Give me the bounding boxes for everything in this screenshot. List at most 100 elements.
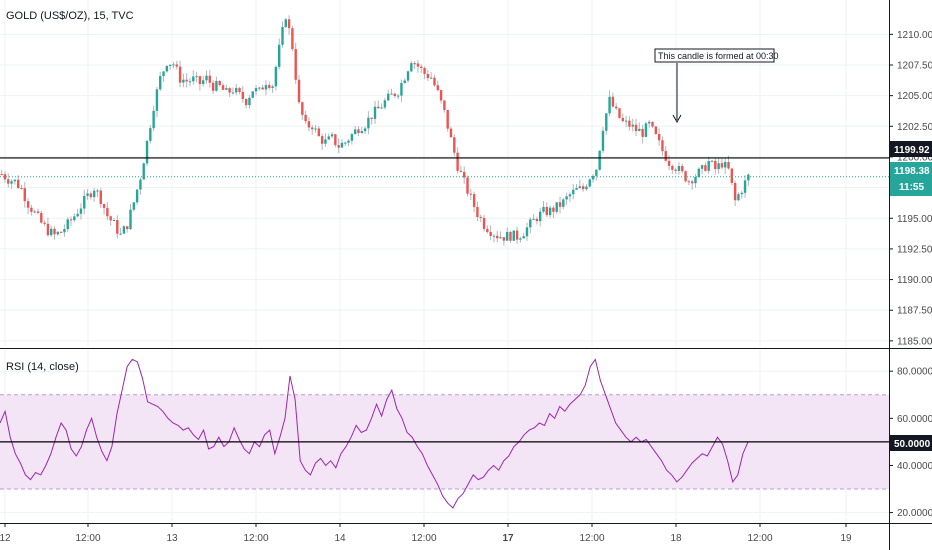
candle-body (505, 231, 509, 241)
candle-body (515, 230, 519, 240)
candle-body (373, 106, 377, 119)
candle-body (621, 117, 624, 122)
candle-body (743, 180, 747, 193)
candle-body (532, 218, 535, 220)
candle-body (654, 126, 658, 135)
candle-body (139, 179, 142, 190)
candle-body (238, 88, 241, 92)
candle-body (109, 216, 112, 221)
candle-body (466, 177, 469, 194)
time-tick-label: 18 (670, 533, 682, 544)
candle-body (211, 82, 215, 91)
candle-body (588, 179, 591, 187)
time-axis[interactable]: 12 12:00 13 12:00 14 12:00 17 12:00 18 12:00 19 (0, 523, 852, 544)
candle-body (126, 226, 129, 230)
price-tick-label: 1205.00 (897, 91, 932, 102)
candle-body (390, 93, 393, 95)
candle-body (403, 80, 406, 84)
candle-body (439, 90, 443, 101)
candle-body (644, 123, 648, 137)
candle-body (449, 128, 453, 138)
candle-body (648, 121, 651, 124)
candle-body (228, 88, 231, 93)
candle-body (410, 63, 413, 72)
candle-body (601, 130, 605, 151)
candle-body (482, 217, 486, 229)
candle-body (96, 190, 99, 192)
candle-body (268, 85, 271, 88)
candle-body (605, 113, 608, 131)
candle-body (344, 142, 347, 144)
candle-body (241, 91, 245, 100)
candle-body (165, 65, 169, 72)
annotation-callout[interactable]: This candle is formed at 00:30 (654, 48, 779, 124)
candle-body (522, 236, 525, 239)
candle-body (50, 228, 53, 236)
candle-body (261, 87, 264, 90)
candle-body (393, 93, 397, 96)
time-tick-label: 12:00 (747, 533, 772, 544)
candle-body (624, 120, 628, 122)
candle-body (416, 63, 420, 67)
candle-body (149, 128, 152, 141)
candle-body (525, 227, 529, 237)
candle-body (502, 237, 506, 241)
candle-body (538, 211, 542, 222)
candle-body (651, 121, 654, 127)
price-tick-label: 1192.50 (897, 244, 932, 255)
candle-body (423, 67, 426, 74)
candle-body (132, 202, 136, 210)
candle-body (281, 26, 284, 45)
candle-body (618, 108, 621, 118)
candle-body (185, 79, 188, 82)
candle-body (486, 228, 489, 232)
candle-body (347, 140, 350, 143)
time-tick-label: 12 (0, 533, 11, 544)
candle-body (26, 201, 30, 208)
candle-body (301, 102, 304, 115)
candle-body (469, 193, 473, 195)
candle-body (456, 152, 459, 171)
candle-body (102, 204, 106, 208)
rsi-tick-label: 60.0000 (897, 414, 932, 425)
candle-body (443, 100, 446, 110)
candle-body (529, 219, 532, 228)
candle-body (671, 165, 674, 170)
candle-body (357, 129, 360, 134)
candle-body (36, 211, 40, 213)
candle-body (400, 83, 403, 96)
candle-body (287, 19, 291, 29)
candle-body (218, 81, 221, 86)
candle-body (188, 81, 192, 83)
candle-body (581, 186, 585, 190)
rsi-axis[interactable]: 20.0000 40.0000 60.0000 80.0000 (889, 367, 932, 519)
candle-body (66, 219, 69, 230)
candle-body (155, 89, 159, 111)
candle-body (433, 77, 436, 86)
candle-body (274, 66, 278, 87)
candle-body (277, 44, 281, 67)
price-tick-label: 1210.00 (897, 30, 932, 41)
candle-body (248, 97, 251, 106)
candle-body (710, 160, 714, 162)
candles-group (0, 15, 750, 246)
time-tick-label: 13 (166, 533, 178, 544)
candle-body (714, 160, 717, 170)
candle-body (631, 124, 634, 127)
candle-body (578, 186, 582, 188)
candle-body (512, 230, 515, 241)
candle-body (53, 228, 56, 235)
candle-body (363, 128, 367, 132)
candle-body (548, 207, 552, 216)
candle-body (687, 181, 691, 183)
candle-body (377, 106, 380, 109)
annotation-text: This candle is formed at 00:30 (658, 51, 779, 61)
candle-body (730, 168, 734, 183)
candle-body (360, 131, 363, 134)
candle-body (142, 163, 145, 180)
candle-body (492, 235, 496, 237)
candle-body (747, 174, 750, 181)
candle-body (178, 66, 182, 83)
candle-body (304, 114, 307, 122)
